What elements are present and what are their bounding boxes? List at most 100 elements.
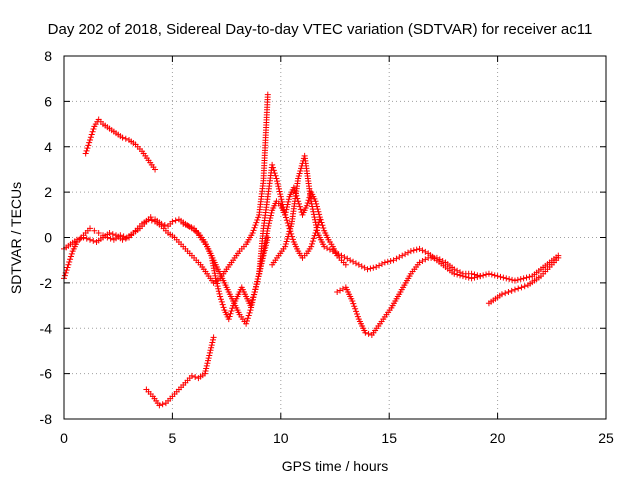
x-axis-title: GPS time / hours [282,458,389,474]
data-point [494,298,497,300]
data-point [349,259,351,261]
data-point [223,309,226,311]
data-point [239,314,241,316]
data-point [418,248,421,250]
data-point [284,214,286,216]
data-point [280,196,282,198]
data-point [72,250,74,252]
data-point [141,150,143,152]
data-point [319,218,321,220]
data-point [275,200,278,202]
data-point [197,377,200,379]
y-tick-label: -2 [40,275,53,291]
y-tick-label: 8 [44,48,52,64]
data-point [180,243,182,245]
data-point [553,261,555,264]
data-point [212,282,215,284]
grid-layer [64,56,606,419]
data-point [488,302,490,304]
data-point [310,245,312,248]
data-point [98,232,100,234]
data-point [89,139,91,141]
data-point [351,300,353,302]
data-point [410,273,412,275]
data-point [297,250,299,252]
data-point [89,239,91,241]
data-point [306,252,308,254]
series-arc-7 [334,254,484,339]
data-point [76,239,78,241]
data-point [371,334,373,336]
data-point [134,230,137,232]
data-point [310,200,312,202]
data-point [410,250,412,252]
data-point [377,325,379,327]
data-point [191,375,193,377]
data-point [390,307,392,309]
data-point [147,218,150,220]
data-point [199,236,202,239]
data-point [258,273,260,275]
data-point [152,395,154,397]
data-point [108,128,111,130]
chart-title: Day 202 of 2018, Sidereal Day-to-day VTE… [48,21,593,38]
data-point [115,132,117,134]
data-point [212,336,215,338]
data-point [340,255,343,257]
data-point [245,323,247,325]
data-point [271,164,273,166]
data-point [557,257,559,259]
data-point [199,264,202,266]
data-point [358,264,360,266]
marks-layer [61,91,562,409]
data-point [228,318,230,320]
x-tick-label: 5 [169,430,177,446]
data-point [232,259,234,261]
data-point [462,273,464,275]
y-tick-label: -6 [40,366,53,382]
data-point [165,402,167,404]
data-point [267,93,269,96]
data-point [488,273,490,275]
data-point [288,196,291,198]
data-point [514,289,516,291]
data-point [392,259,395,261]
data-point [275,177,278,180]
series-arc-8 [485,254,562,307]
data-point [158,404,160,406]
x-tick-label: 20 [490,430,506,446]
data-point [332,245,334,248]
data-point [121,239,124,241]
data-point [314,200,317,202]
data-point [160,225,163,227]
data-point [102,123,104,125]
data-point [323,230,325,232]
data-point [85,232,87,234]
data-point [232,300,234,302]
data-point [147,159,150,161]
data-point [384,261,386,264]
data-point [271,209,273,211]
data-point [271,264,273,266]
data-point [546,268,549,270]
data-point [171,221,173,223]
data-point [206,273,208,275]
data-point [291,223,293,225]
data-point [520,286,523,289]
data-point [267,227,269,230]
data-point [262,180,265,182]
data-point [523,277,525,279]
data-point [301,214,304,216]
data-point [418,261,421,264]
data-point [284,245,286,248]
data-point [533,280,536,282]
data-point [82,236,85,239]
y-tick-label: 6 [44,93,52,109]
x-tick-label: 15 [381,430,397,446]
data-point [134,143,137,146]
data-point [267,196,269,198]
data-point [145,388,147,391]
data-point [93,125,95,127]
data-point [171,395,173,397]
data-point [219,273,221,275]
